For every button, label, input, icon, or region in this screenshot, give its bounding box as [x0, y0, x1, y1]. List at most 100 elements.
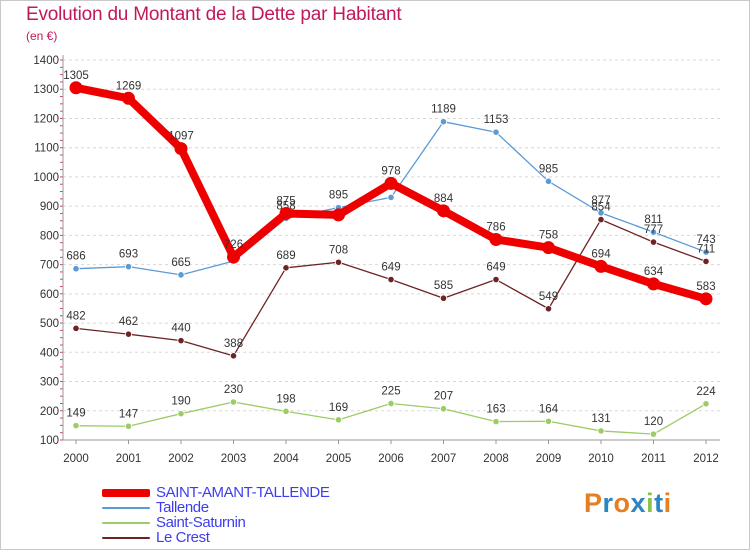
data-label-tallende: 743 — [696, 234, 715, 246]
data-label-saint-amant-tallende: 694 — [591, 248, 611, 260]
data-point-le-crest — [492, 275, 500, 284]
data-point-tallende — [492, 128, 500, 136]
data-label-le-crest: 649 — [486, 262, 505, 274]
data-point-saint-saturnin — [229, 398, 238, 406]
data-point-saint-amant-tallende — [279, 206, 293, 220]
x-tick-label: 2005 — [326, 453, 352, 465]
data-label-saint-amant-tallende: 634 — [644, 266, 664, 278]
data-label-tallende: 985 — [539, 163, 558, 175]
data-point-saint-amant-tallende — [69, 81, 83, 95]
data-label-saint-saturnin: 164 — [539, 403, 559, 415]
x-tick-label: 2011 — [641, 453, 666, 465]
legend-swatch-saint-amant-tallende — [102, 488, 150, 497]
data-label-saint-saturnin: 147 — [119, 408, 138, 420]
data-label-saint-amant-tallende: 884 — [434, 193, 454, 205]
x-tick-label: 2008 — [483, 453, 509, 465]
data-point-le-crest — [124, 330, 133, 338]
legend-item-le-crest[interactable]: Le Crest — [102, 530, 329, 545]
data-label-le-crest: 549 — [539, 291, 558, 303]
data-label-saint-saturnin: 163 — [486, 404, 505, 416]
logo-letter: r — [602, 488, 614, 518]
data-label-le-crest: 649 — [381, 262, 400, 274]
data-label-saint-saturnin: 169 — [329, 402, 348, 414]
data-label-le-crest: 585 — [434, 280, 453, 292]
data-point-le-crest — [597, 216, 605, 224]
legend-item-tallende[interactable]: Tallende — [102, 500, 329, 515]
data-label-saint-saturnin: 207 — [434, 391, 453, 403]
data-point-saint-saturnin — [177, 410, 185, 418]
data-label-tallende: 665 — [171, 257, 190, 269]
legend-label: Saint-Saturnin — [156, 514, 246, 531]
x-tick-label: 2010 — [588, 453, 614, 465]
data-label-tallende: 1189 — [431, 104, 456, 116]
y-tick-label: 700 — [40, 260, 59, 272]
x-tick-label: 2003 — [221, 453, 247, 465]
data-label-le-crest: 482 — [66, 310, 85, 322]
legend-label: Le Crest — [156, 529, 210, 546]
data-point-saint-saturnin — [544, 417, 553, 425]
y-tick-label: 200 — [40, 406, 59, 418]
data-point-saint-saturnin — [439, 405, 448, 413]
data-point-le-crest — [229, 352, 238, 360]
data-point-saint-saturnin — [649, 430, 658, 438]
logo-letter: t — [654, 488, 664, 518]
y-tick-label: 1400 — [33, 55, 59, 67]
proxiti-logo[interactable]: Proxiti — [584, 488, 672, 519]
data-point-tallende — [177, 271, 185, 279]
data-label-saint-amant-tallende: 583 — [696, 281, 715, 293]
legend-swatch-le-crest — [102, 536, 150, 539]
data-label-le-crest: 440 — [171, 323, 190, 335]
chart-legend: SAINT-AMANT-TALLENDE Tallende Saint-Satu… — [102, 485, 330, 545]
y-tick-label: 900 — [40, 201, 59, 213]
data-point-saint-saturnin — [387, 399, 395, 408]
data-label-saint-amant-tallende: 726 — [224, 239, 243, 251]
x-tick-label: 2006 — [378, 453, 404, 465]
data-point-saint-amant-tallende — [174, 142, 188, 156]
logo-letter: i — [663, 488, 672, 518]
x-tick-label: 2007 — [431, 453, 457, 465]
data-point-tallende — [544, 177, 553, 185]
data-point-saint-amant-tallende — [699, 292, 713, 306]
x-tick-label: 2012 — [693, 453, 719, 465]
data-label-saint-saturnin: 131 — [591, 413, 610, 425]
data-point-saint-saturnin — [282, 407, 290, 415]
data-point-saint-amant-tallende — [122, 91, 135, 105]
data-label-le-crest: 711 — [697, 243, 715, 255]
data-point-saint-amant-tallende — [384, 176, 398, 190]
data-label-tallende: 811 — [644, 214, 662, 226]
data-point-le-crest — [439, 294, 448, 302]
legend-item-saint-saturnin[interactable]: Saint-Saturnin — [102, 515, 329, 530]
legend-label: Tallende — [156, 499, 209, 516]
data-point-saint-saturnin — [492, 417, 500, 426]
data-label-le-crest: 388 — [224, 338, 243, 350]
data-label-tallende: 895 — [329, 190, 348, 202]
data-point-saint-amant-tallende — [542, 241, 555, 255]
y-tick-label: 300 — [40, 377, 59, 389]
y-tick-label: 1200 — [33, 113, 59, 125]
data-label-le-crest: 854 — [591, 202, 611, 214]
data-label-le-crest: 689 — [276, 250, 295, 262]
data-label-le-crest: 777 — [644, 224, 663, 236]
data-label-saint-amant-tallende: 758 — [539, 230, 558, 242]
data-point-saint-amant-tallende — [437, 204, 450, 218]
data-point-saint-amant-tallende — [227, 250, 240, 264]
data-point-saint-saturnin — [124, 422, 133, 430]
legend-item-saint-amant-tallende[interactable]: SAINT-AMANT-TALLENDE — [102, 485, 330, 500]
data-point-tallende — [72, 265, 80, 273]
y-tick-label: 100 — [40, 435, 59, 447]
data-label-saint-amant-tallende: 786 — [486, 221, 505, 233]
data-point-le-crest — [544, 305, 553, 313]
y-tick-label: 1000 — [33, 172, 59, 184]
data-point-saint-amant-tallende — [647, 277, 660, 291]
y-tick-label: 1300 — [33, 84, 59, 96]
data-point-tallende — [387, 193, 395, 201]
data-point-le-crest — [387, 275, 395, 284]
data-label-saint-saturnin: 198 — [276, 393, 295, 405]
data-label-saint-amant-tallende: 1097 — [168, 131, 194, 143]
data-point-le-crest — [177, 337, 185, 345]
x-tick-label: 2000 — [63, 453, 89, 465]
x-tick-label: 2001 — [116, 453, 142, 465]
data-point-saint-saturnin — [72, 422, 80, 430]
y-tick-label: 1100 — [34, 143, 59, 155]
data-label-saint-amant-tallende: 978 — [381, 165, 400, 177]
